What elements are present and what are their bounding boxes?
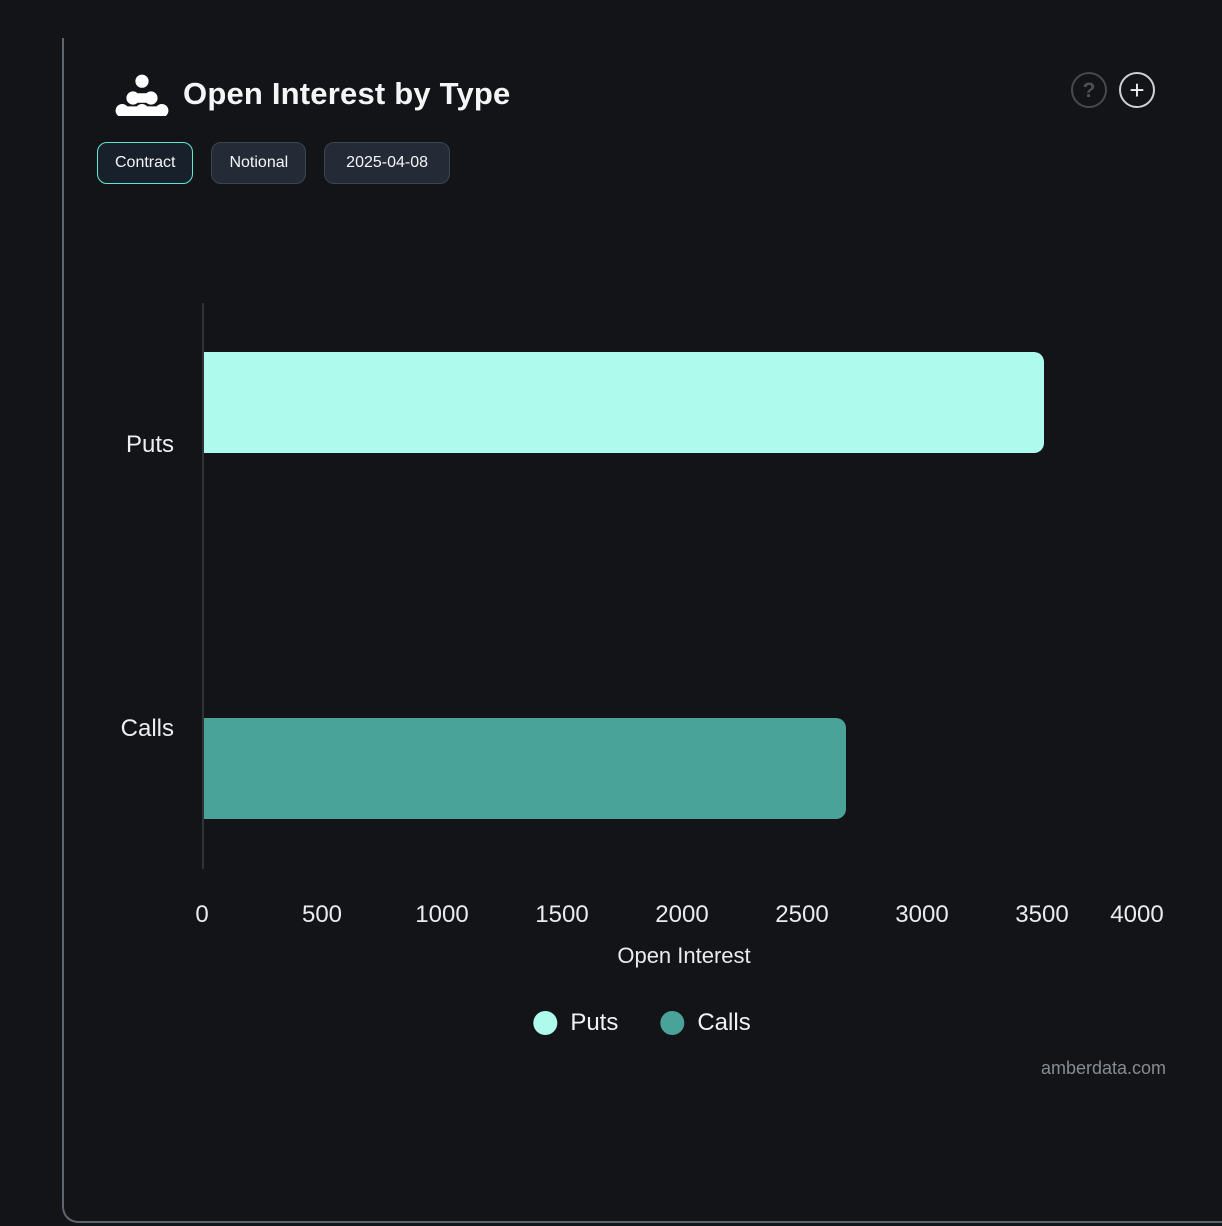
legend-swatch-calls <box>660 1011 685 1035</box>
y-tick-label-calls: Calls <box>120 715 174 742</box>
help-glyph: ? <box>1082 78 1096 102</box>
help-icon[interactable]: ? <box>1071 72 1107 108</box>
x-tick-label: 1000 <box>415 901 469 928</box>
bar-calls <box>204 718 846 819</box>
x-tick-label: 500 <box>301 901 343 928</box>
y-tick-label-puts: Puts <box>125 431 174 458</box>
x-tick-label: 4000 <box>1110 901 1164 928</box>
legend: Puts Calls <box>533 1008 751 1038</box>
page-title: Open Interest by Type <box>183 76 511 111</box>
legend-label: Puts <box>570 1009 619 1036</box>
x-axis-label: Open Interest <box>617 943 751 968</box>
x-tick-label: 2500 <box>775 901 829 928</box>
plus-glyph: + <box>1129 75 1145 105</box>
toolbar-button-notional[interactable]: Notional <box>211 142 307 184</box>
x-tick-label: 3500 <box>1015 901 1069 928</box>
x-tick-label: 3000 <box>895 901 949 928</box>
amberdata-logo-icon <box>115 74 169 116</box>
legend-item-calls[interactable]: Calls <box>660 1008 751 1038</box>
legend-item-puts[interactable]: Puts <box>533 1008 618 1038</box>
legend-swatch-puts <box>533 1011 558 1035</box>
x-tick-label: 1500 <box>535 901 589 928</box>
chart-card <box>62 38 1222 1223</box>
toolbar-button-contract[interactable]: Contract <box>97 142 194 184</box>
toolbar: Contract Notional 2025-04-08 <box>97 142 451 184</box>
legend-label: Calls <box>697 1009 751 1036</box>
x-tick-label: 2000 <box>655 901 709 928</box>
add-button-icon[interactable]: + <box>1119 72 1155 108</box>
watermark: amberdata.com <box>1040 1058 1166 1078</box>
x-tick-label: 0 <box>195 901 209 928</box>
bar-puts <box>204 352 1044 453</box>
toolbar-button-2025-04-08[interactable]: 2025-04-08 <box>324 142 451 184</box>
y-axis-line <box>202 303 204 869</box>
